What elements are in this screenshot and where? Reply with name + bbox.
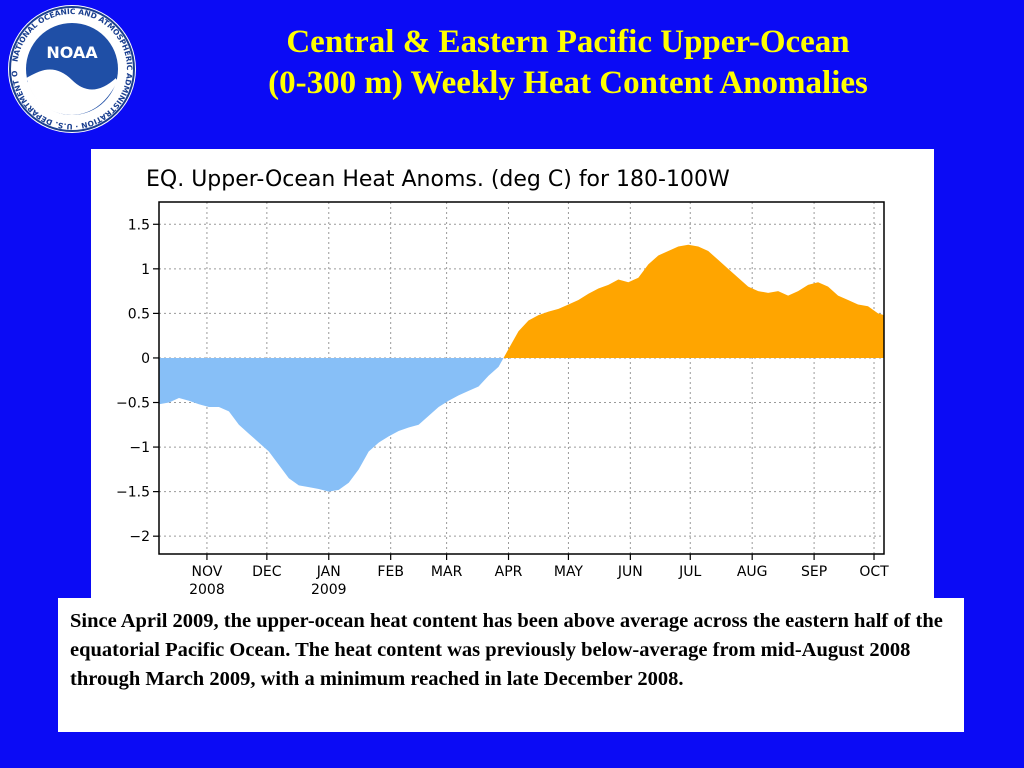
logo-text: NOAA	[46, 43, 98, 62]
x-tick-year-label: 2008	[189, 582, 225, 598]
x-tick-label: JAN	[316, 564, 341, 580]
x-tick-year-label: 2009	[311, 582, 347, 598]
positive-anomaly-area	[503, 244, 884, 358]
x-tick-label: AUG	[737, 564, 768, 580]
caption-box: Since April 2009, the upper-ocean heat c…	[58, 598, 964, 732]
noaa-emblem-icon: NATIONAL OCEANIC AND ATMOSPHERIC ADMINIS…	[0, 0, 136, 133]
x-tick-label: OCT	[859, 564, 889, 580]
slide-title: Central & Eastern Pacific Upper-Ocean (0…	[150, 22, 986, 104]
chart-title: EQ. Upper-Ocean Heat Anoms. (deg C) for …	[146, 167, 730, 192]
x-tick-label: JUL	[678, 564, 701, 580]
x-tick-label: MAR	[431, 564, 463, 580]
noaa-logo: NATIONAL OCEANIC AND ATMOSPHERIC ADMINIS…	[0, 0, 140, 134]
y-tick-label: −1.5	[116, 485, 150, 501]
heat-anomaly-chart: EQ. Upper-Ocean Heat Anoms. (deg C) for …	[116, 167, 889, 598]
x-tick-label: APR	[495, 564, 523, 580]
y-tick-label: 0.5	[128, 306, 150, 322]
x-tick-label: MAY	[554, 564, 584, 580]
x-tick-label: JUN	[617, 564, 643, 580]
x-tick-label: SEP	[801, 564, 827, 580]
y-tick-label: −0.5	[116, 396, 150, 412]
title-line-1: Central & Eastern Pacific Upper-Ocean	[286, 24, 850, 60]
area-layer	[159, 244, 884, 492]
x-tick-label: FEB	[377, 564, 404, 580]
caption-text: Since April 2009, the upper-ocean heat c…	[70, 610, 943, 690]
chart-panel: EQ. Upper-Ocean Heat Anoms. (deg C) for …	[91, 149, 934, 599]
negative-anomaly-area	[159, 357, 504, 492]
y-tick-label: 1	[141, 262, 150, 278]
title-line-2: (0-300 m) Weekly Heat Content Anomalies	[268, 65, 868, 101]
x-axis: NOV 2008 DEC JAN 2009 FEB MAR APR MAY JUN JUL AUG SE…	[189, 554, 889, 598]
x-tick-label: NOV	[192, 564, 223, 580]
plot-frame	[158, 201, 885, 555]
y-tick-label: −2	[129, 529, 150, 545]
y-tick-label: 0	[141, 351, 150, 367]
y-tick-label: 1.5	[128, 217, 150, 233]
x-tick-label: DEC	[252, 564, 282, 580]
y-tick-label: −1	[129, 440, 150, 456]
y-axis: 1.5 1 0.5 0 −0.5 −1 −1.5 −2	[116, 217, 159, 545]
